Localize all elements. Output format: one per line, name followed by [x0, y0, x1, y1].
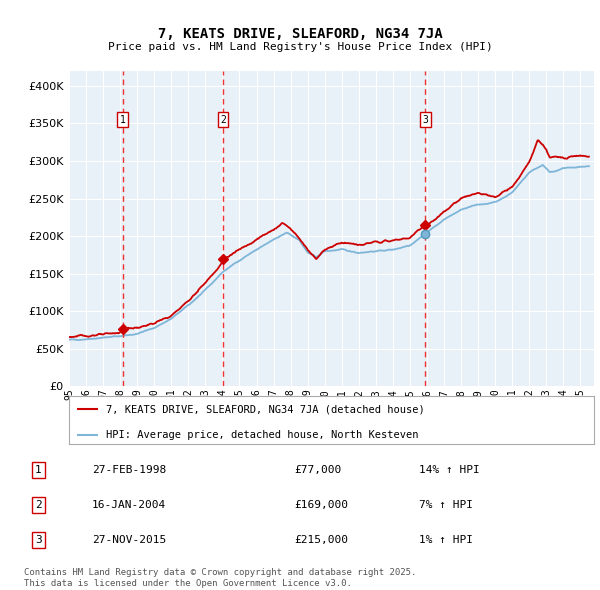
Text: 7, KEATS DRIVE, SLEAFORD, NG34 7JA: 7, KEATS DRIVE, SLEAFORD, NG34 7JA	[158, 27, 442, 41]
Text: 2: 2	[220, 114, 226, 124]
Text: 1: 1	[120, 114, 125, 124]
Text: 7% ↑ HPI: 7% ↑ HPI	[419, 500, 473, 510]
Text: 1% ↑ HPI: 1% ↑ HPI	[419, 535, 473, 545]
Text: £169,000: £169,000	[295, 500, 349, 510]
Text: 7, KEATS DRIVE, SLEAFORD, NG34 7JA (detached house): 7, KEATS DRIVE, SLEAFORD, NG34 7JA (deta…	[106, 404, 425, 414]
Text: 27-FEB-1998: 27-FEB-1998	[92, 466, 166, 475]
Text: 16-JAN-2004: 16-JAN-2004	[92, 500, 166, 510]
Text: 27-NOV-2015: 27-NOV-2015	[92, 535, 166, 545]
Text: £77,000: £77,000	[295, 466, 342, 475]
Text: 14% ↑ HPI: 14% ↑ HPI	[419, 466, 479, 475]
Text: HPI: Average price, detached house, North Kesteven: HPI: Average price, detached house, Nort…	[106, 430, 418, 440]
Text: £215,000: £215,000	[295, 535, 349, 545]
Text: Contains HM Land Registry data © Crown copyright and database right 2025.: Contains HM Land Registry data © Crown c…	[24, 568, 416, 576]
Text: 1: 1	[35, 466, 41, 475]
Text: 2: 2	[35, 500, 41, 510]
Text: This data is licensed under the Open Government Licence v3.0.: This data is licensed under the Open Gov…	[24, 579, 352, 588]
Text: 3: 3	[422, 114, 428, 124]
Text: Price paid vs. HM Land Registry's House Price Index (HPI): Price paid vs. HM Land Registry's House …	[107, 42, 493, 53]
Text: 3: 3	[35, 535, 41, 545]
